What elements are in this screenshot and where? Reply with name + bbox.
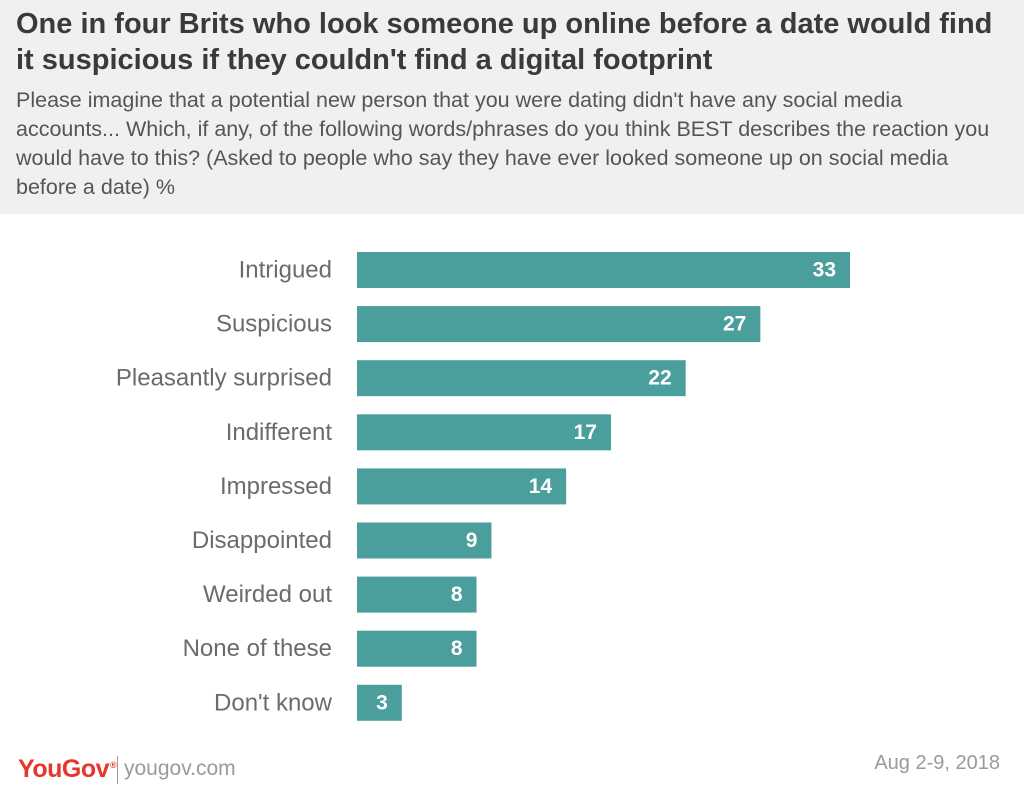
chart-subtitle: Please imagine that a potential new pers…: [16, 88, 990, 199]
bar-intrigued: [357, 252, 850, 288]
footer-date: Aug 2-9, 2018: [874, 752, 1000, 774]
bar-impressed: [357, 468, 567, 505]
value-label: 33: [813, 259, 836, 282]
footer-divider: [117, 756, 118, 784]
chart-title: One in four Brits who look someone up on…: [16, 8, 993, 76]
footer-site-link[interactable]: yougov.com: [124, 757, 236, 780]
category-label: Disappointed: [192, 527, 332, 554]
logo-registered-mark: ®: [110, 759, 117, 770]
value-label: 14: [529, 475, 553, 498]
header-panel: One in four Brits who look someone up on…: [0, 0, 1024, 214]
category-label: Suspicious: [216, 311, 332, 338]
value-label: 9: [466, 529, 478, 552]
bar-disappointed: [357, 522, 492, 559]
bar-suspicious: [357, 306, 761, 343]
logo-you-text: You: [18, 755, 62, 783]
category-label: Impressed: [220, 473, 332, 500]
value-label: 8: [451, 637, 463, 660]
bar-indifferent: [357, 414, 611, 451]
bar-don-t-know: [357, 684, 402, 721]
value-label: 27: [723, 313, 746, 336]
value-label: 17: [574, 421, 597, 444]
category-label: Intrigued: [239, 257, 332, 284]
category-label: None of these: [183, 635, 332, 662]
category-label: Don't know: [214, 689, 333, 716]
yougov-logo: YouGov®: [18, 755, 117, 784]
bar-pleasantly-surprised: [357, 360, 686, 397]
logo-gov-text: Gov: [61, 755, 110, 783]
value-label: 8: [451, 583, 463, 606]
value-label: 3: [376, 691, 388, 714]
category-label: Weirded out: [203, 581, 332, 608]
value-label: 22: [648, 367, 671, 390]
bar-weirded-out: [357, 576, 477, 613]
category-label: Pleasantly surprised: [116, 365, 332, 392]
bar-none-of-these: [357, 630, 477, 667]
category-label: Indifferent: [226, 419, 333, 446]
